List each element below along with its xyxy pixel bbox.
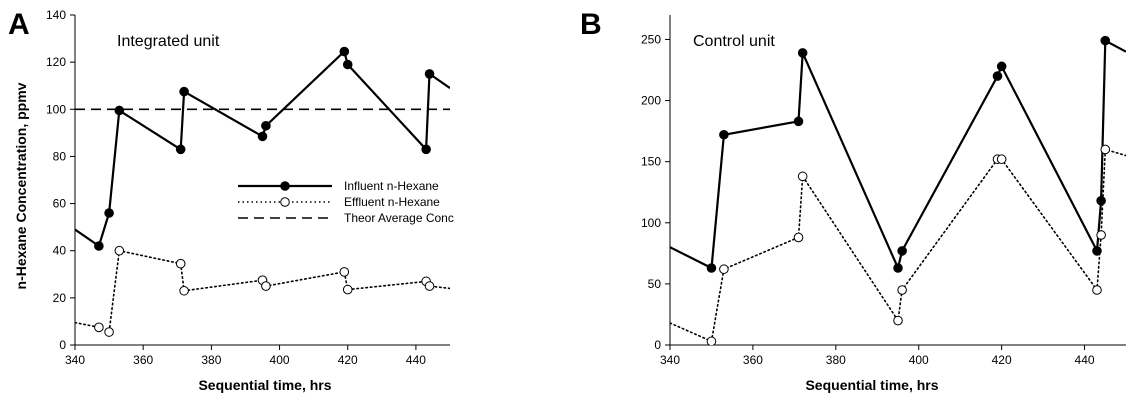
panel-b: B Control unit Sequential time, hrs 340 3… [580, 8, 1126, 393]
effluent-point [1096, 230, 1106, 240]
legend-theor-label: Theor Average Conc [344, 211, 454, 225]
effluent-point [1100, 144, 1111, 155]
influent-point [706, 263, 717, 273]
y-tick-label: 120 [46, 55, 66, 69]
x-tick-label: 360 [743, 353, 763, 367]
influent-point [793, 116, 804, 127]
effluent-point [342, 284, 353, 295]
y-tick-label: 140 [46, 8, 66, 22]
effluent-point [1092, 285, 1102, 295]
influent-point [114, 105, 125, 116]
influent-point [179, 86, 189, 97]
inset-label: Control unit [693, 33, 775, 50]
panel-a: A Integrated unit Sequential time, hrs n… [8, 8, 454, 393]
effluent-point [104, 327, 114, 337]
influent-point [992, 71, 1003, 81]
effluent-point [719, 264, 729, 275]
series-group [670, 35, 1126, 345]
y-tick-label: 60 [53, 197, 67, 211]
x-tick-label: 420 [992, 353, 1012, 367]
legend-effluent-label: Effluent n-Hexane [344, 195, 440, 209]
panel-letter: B [580, 8, 602, 41]
effluent-series-line [670, 148, 1126, 343]
influent-point [719, 129, 729, 140]
y-tick-label: 100 [641, 216, 661, 230]
influent-point [424, 69, 435, 79]
influent-point [342, 59, 353, 70]
influent-point [421, 144, 431, 155]
x-tick-label: 420 [338, 353, 358, 367]
influent-point [104, 208, 114, 218]
y-tick-label: 50 [648, 277, 662, 291]
influent-point [94, 241, 104, 251]
y-tick-label: 0 [654, 338, 661, 352]
influent-point [897, 246, 907, 256]
x-tick-label: 340 [660, 353, 680, 367]
effluent-point [793, 232, 804, 243]
influent-point [339, 46, 350, 57]
influent-point [797, 48, 808, 58]
x-axis-title: Sequential time, hrs [805, 377, 938, 393]
y-tick-label: 200 [641, 94, 661, 108]
x-tick-label: 340 [65, 353, 85, 367]
effluent-point [114, 245, 125, 256]
legend: Influent n-Hexane Effluent n-Hexane Theo… [238, 179, 454, 225]
effluent-point [424, 281, 435, 291]
x-tick-label: 380 [826, 353, 846, 367]
x-tick-label: 360 [133, 353, 153, 367]
x-tick-label: 440 [406, 353, 426, 367]
plot-area: 340 360 380 400 420 440 0 50 100 150 200 250 [641, 15, 1126, 367]
plot-area: 340 360 380 400 420 440 0 20 40 60 80 100 120 140 [46, 8, 450, 367]
effluent-point [339, 267, 350, 277]
y-tick-label: 80 [53, 149, 67, 163]
legend-influent-label: Influent n-Hexane [344, 179, 439, 193]
effluent-point [996, 154, 1007, 165]
y-tick-label: 40 [53, 244, 67, 258]
influent-point [1100, 35, 1111, 46]
panel-letter: A [8, 8, 30, 41]
influent-point [893, 263, 903, 273]
y-tick-label: 250 [641, 32, 661, 46]
effluent-point [94, 322, 104, 333]
effluent-point [797, 171, 808, 182]
influent-point [261, 120, 271, 131]
influent-point [257, 131, 268, 142]
inset-label: Integrated unit [117, 33, 220, 50]
x-axis-title: Sequential time, hrs [198, 377, 331, 393]
effluent-point [261, 281, 271, 291]
x-tick-label: 380 [201, 353, 221, 367]
influent-point [1096, 195, 1106, 206]
effluent-point [179, 285, 189, 296]
effluent-point [897, 285, 907, 295]
y-tick-label: 100 [46, 102, 66, 116]
legend-effluent-marker [280, 197, 290, 207]
y-tick-label: 0 [59, 338, 66, 352]
effluent-point [893, 315, 903, 326]
influent-point [996, 61, 1007, 72]
effluent-point [175, 258, 186, 269]
effluent-series-line [75, 249, 450, 334]
influent-series-line [670, 38, 1126, 272]
y-axis-title: n-Hexane Concentration, ppmv [13, 82, 29, 289]
effluent-point [706, 336, 717, 345]
y-tick-label: 150 [641, 155, 661, 169]
x-tick-label: 400 [270, 353, 290, 367]
legend-influent-marker [280, 181, 290, 191]
x-tick-label: 400 [909, 353, 929, 367]
influent-point [175, 144, 186, 155]
x-tick-label: 440 [1075, 353, 1095, 367]
y-tick-label: 20 [53, 291, 67, 305]
series-group [75, 46, 450, 337]
